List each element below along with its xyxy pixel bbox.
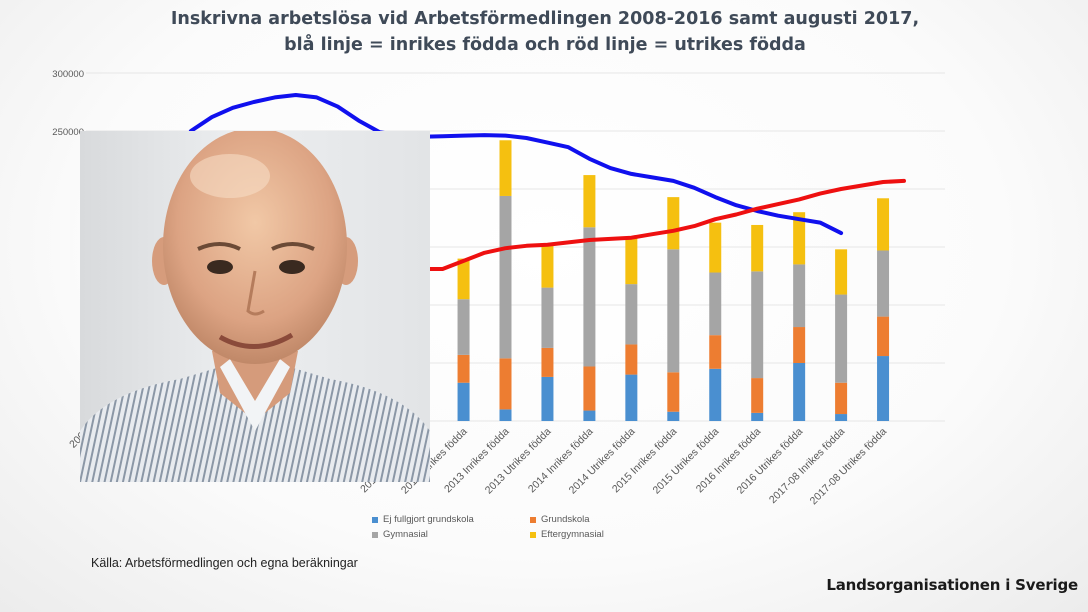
legend-item-gymnasial: Gymnasial — [372, 529, 428, 540]
bar-segment — [793, 363, 806, 421]
bar-segment — [541, 347, 554, 377]
legend-item-ej: Ej fullgjort grundskola — [372, 514, 474, 525]
legend-swatch-gymnasial — [372, 531, 378, 538]
bar-segment — [583, 366, 596, 411]
bar-segment — [541, 287, 554, 348]
title-line-1: Inskrivna arbetslösa vid Arbetsförmedlin… — [170, 9, 920, 29]
legend-swatch-eftergymnasial — [530, 531, 536, 538]
chart-title: Inskrivna arbetslösa vid Arbetsförmedlin… — [120, 6, 970, 58]
bar-segment — [499, 409, 512, 421]
bar-segment — [751, 224, 764, 272]
bar-segment — [625, 374, 638, 421]
x-tick-label: 2017-08 Inrikes födda — [767, 426, 847, 506]
bar-segment — [835, 249, 848, 295]
bar-segment — [457, 382, 470, 421]
bar-segment — [541, 376, 554, 421]
bar-segment — [499, 195, 512, 359]
bar-segment — [583, 410, 596, 421]
bar-segment — [625, 237, 638, 285]
bar-segment — [751, 271, 764, 379]
bar-segment — [709, 272, 722, 336]
bar-segment — [667, 197, 680, 250]
legend-item-grundskola: Grundskola — [530, 514, 590, 525]
bar-segment — [499, 140, 512, 196]
bar-segment — [457, 354, 470, 383]
legend-label-ej: Ej fullgjort grundskola — [383, 514, 474, 525]
bar-segment — [457, 299, 470, 355]
bar-segment — [709, 335, 722, 369]
bar-segment — [751, 378, 764, 413]
bar-segment — [499, 358, 512, 410]
bar-segment — [583, 175, 596, 228]
bar-segment — [835, 294, 848, 383]
person-portrait-icon — [80, 131, 430, 482]
red-series-line — [335, 178, 906, 271]
legend-swatch-grundskola — [530, 516, 536, 523]
portrait-photo — [80, 131, 430, 482]
legend-label-grundskola: Grundskola — [541, 514, 590, 525]
bar-segment — [751, 412, 764, 421]
bar-segment — [877, 198, 890, 251]
bar-segment — [457, 258, 470, 300]
bar-segment — [625, 344, 638, 375]
x-tick-label: 2017-08 Utrikes födda — [808, 426, 890, 508]
bar-segment — [667, 372, 680, 412]
y-tick-label: 300000 — [52, 69, 84, 80]
bar-segment — [793, 212, 806, 265]
bar-segment — [835, 382, 848, 415]
bar-segment — [877, 356, 890, 421]
blue-series-line — [188, 93, 844, 236]
y-tick-label: 250000 — [52, 127, 84, 138]
bar-segment — [709, 368, 722, 421]
legend-item-eftergymnasial: Eftergymnasial — [530, 529, 604, 540]
legend-label-gymnasial: Gymnasial — [383, 529, 428, 540]
bar-segment — [667, 249, 680, 373]
bar-segment — [541, 244, 554, 288]
legend-label-eftergymnasial: Eftergymnasial — [541, 529, 604, 540]
organization-logo: Landsorganisationen i Sverige — [826, 576, 1078, 594]
bar-segment — [877, 250, 890, 317]
bar-segment — [877, 316, 890, 357]
title-line-2: blå linje = inrikes födda och röd linje … — [284, 35, 806, 55]
bar-segment — [793, 327, 806, 363]
bar-segment — [793, 264, 806, 328]
source-note: Källa: Arbetsförmedlingen och egna beräk… — [91, 556, 358, 570]
bar-segment — [709, 222, 722, 273]
bar-segment — [667, 411, 680, 421]
legend-swatch-ej — [372, 516, 378, 523]
bar-segment — [835, 414, 848, 421]
bar-segment — [583, 227, 596, 367]
bar-segment — [625, 284, 638, 345]
